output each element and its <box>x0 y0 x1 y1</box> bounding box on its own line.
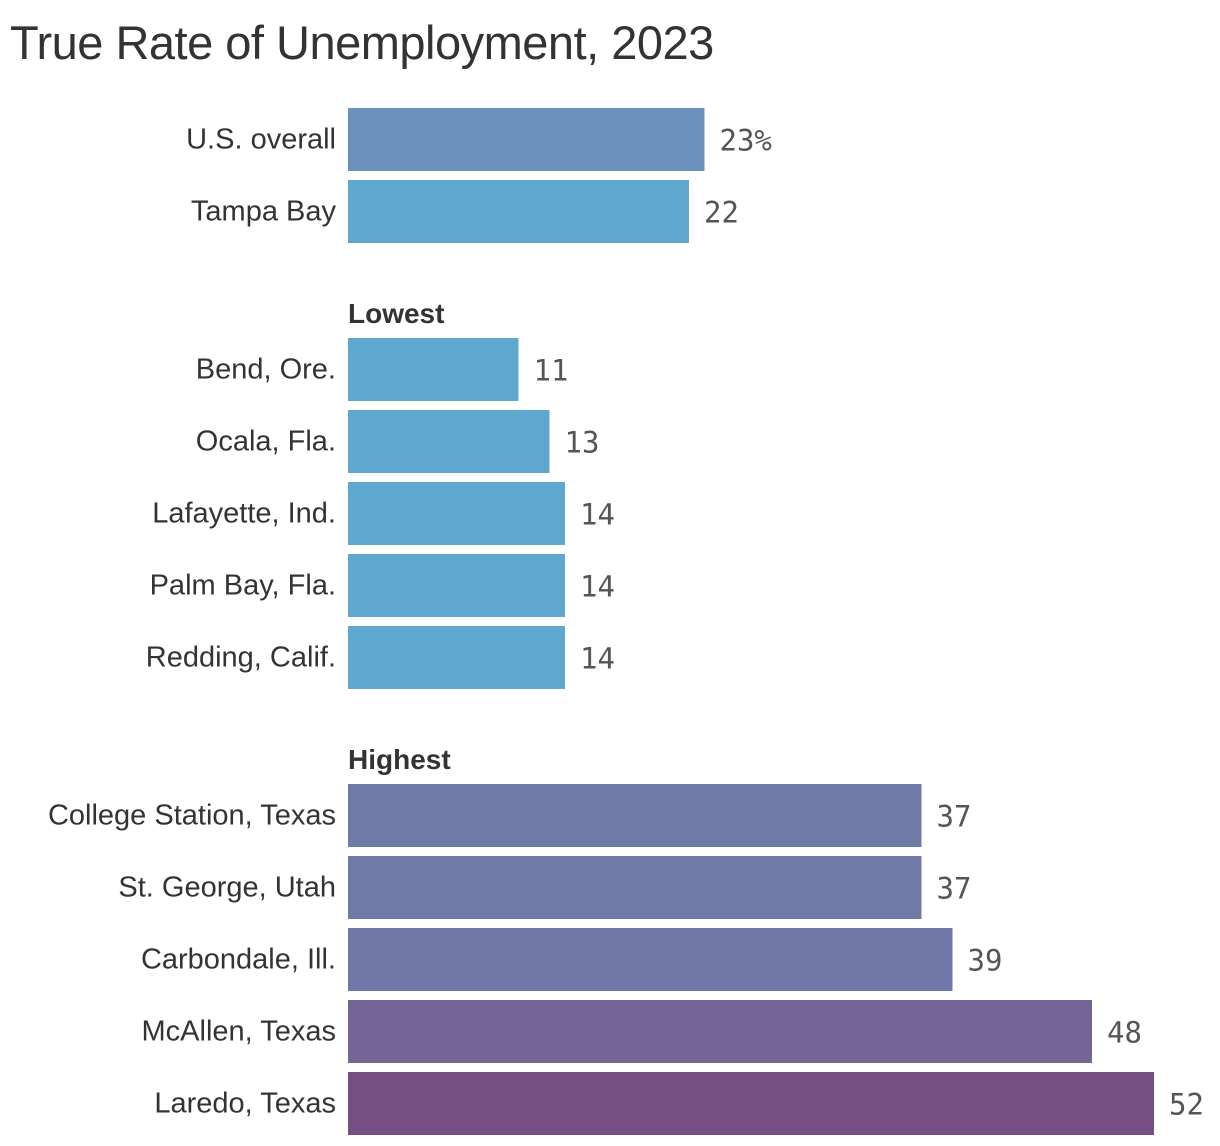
value-label-u-s-overall: 23% <box>720 124 772 158</box>
category-label-lafayette-ind: Lafayette, Ind. <box>152 498 336 530</box>
bar-st-george-utah <box>348 856 922 919</box>
category-label-palm-bay-fla: Palm Bay, Fla. <box>150 570 336 602</box>
value-label-st-george-utah: 37 <box>937 872 972 906</box>
bar-college-station-texas <box>348 784 922 847</box>
bar-laredo-texas <box>348 1072 1154 1135</box>
category-label-laredo-texas: Laredo, Texas <box>154 1088 336 1120</box>
bar-redding-calif <box>348 626 565 689</box>
value-label-tampa-bay: 22 <box>704 196 739 230</box>
value-label-bend-ore: 11 <box>534 354 569 388</box>
value-label-redding-calif: 14 <box>580 642 615 676</box>
bar-lafayette-ind <box>348 482 565 545</box>
value-label-palm-bay-fla: 14 <box>580 570 615 604</box>
category-label-st-george-utah: St. George, Utah <box>118 872 336 904</box>
bar-tampa-bay <box>348 180 689 243</box>
bar-bend-ore <box>348 338 519 401</box>
chart-title: True Rate of Unemployment, 2023 <box>10 16 714 69</box>
bar-u-s-overall <box>348 108 705 171</box>
category-label-bend-ore: Bend, Ore. <box>196 354 336 386</box>
bar-mcallen-texas <box>348 1000 1092 1063</box>
category-label-mcallen-texas: McAllen, Texas <box>142 1016 337 1048</box>
group-label-lowest: Lowest <box>348 298 444 329</box>
value-label-laredo-texas: 52 <box>1169 1088 1204 1122</box>
bar-palm-bay-fla <box>348 554 565 617</box>
value-label-ocala-fla: 13 <box>565 426 600 460</box>
value-label-mcallen-texas: 48 <box>1107 1016 1142 1050</box>
category-label-carbondale-ill: Carbondale, Ill. <box>141 944 336 976</box>
value-label-college-station-texas: 37 <box>937 800 972 834</box>
category-label-college-station-texas: College Station, Texas <box>48 800 336 832</box>
bar-ocala-fla <box>348 410 550 473</box>
category-label-ocala-fla: Ocala, Fla. <box>196 426 336 458</box>
value-label-lafayette-ind: 14 <box>580 498 615 532</box>
bar-carbondale-ill <box>348 928 953 991</box>
value-label-carbondale-ill: 39 <box>968 944 1003 978</box>
category-label-redding-calif: Redding, Calif. <box>146 642 336 674</box>
category-label-tampa-bay: Tampa Bay <box>191 196 337 228</box>
category-label-u-s-overall: U.S. overall <box>186 124 336 156</box>
group-label-highest: Highest <box>348 744 451 775</box>
